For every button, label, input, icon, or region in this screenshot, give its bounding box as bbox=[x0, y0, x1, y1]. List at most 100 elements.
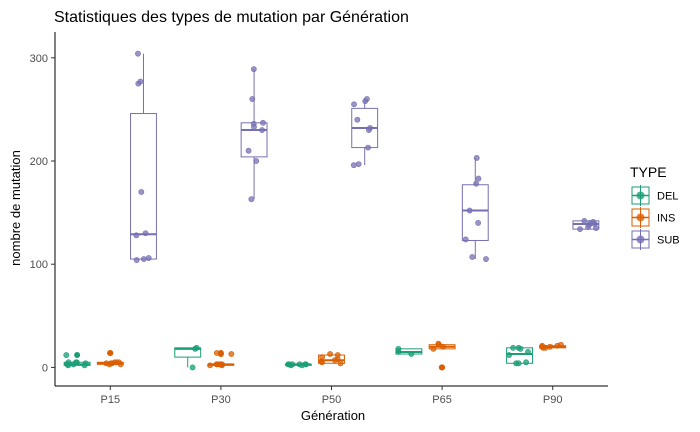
x-tick-label: P65 bbox=[432, 394, 452, 406]
data-point bbox=[483, 256, 489, 262]
data-point bbox=[469, 254, 476, 260]
data-point bbox=[337, 360, 344, 367]
data-point bbox=[355, 161, 362, 168]
data-point bbox=[590, 219, 597, 225]
data-point bbox=[107, 350, 113, 356]
data-point bbox=[207, 362, 213, 369]
series-ins bbox=[96, 340, 567, 371]
data-point bbox=[303, 361, 309, 368]
data-point bbox=[228, 351, 235, 357]
data-point bbox=[249, 96, 256, 102]
legend-key-point bbox=[636, 213, 645, 222]
data-point bbox=[327, 351, 333, 357]
data-point bbox=[462, 236, 469, 243]
data-point bbox=[137, 78, 144, 85]
data-point bbox=[285, 361, 292, 368]
data-point bbox=[250, 66, 257, 73]
data-point bbox=[135, 50, 141, 57]
data-point bbox=[506, 352, 512, 358]
data-point bbox=[351, 101, 357, 108]
series-del bbox=[63, 344, 533, 371]
data-point bbox=[525, 349, 531, 355]
data-point bbox=[111, 359, 118, 366]
data-point bbox=[319, 354, 326, 361]
data-point bbox=[189, 364, 196, 371]
data-point bbox=[438, 364, 445, 371]
data-point bbox=[558, 341, 564, 348]
data-point bbox=[395, 345, 402, 352]
data-point bbox=[245, 147, 252, 154]
y-tick-label: 300 bbox=[30, 53, 48, 65]
legend-entry-del: DEL bbox=[631, 185, 678, 206]
data-point bbox=[213, 350, 220, 356]
data-point bbox=[354, 116, 361, 123]
x-axis-title: Génération bbox=[301, 408, 365, 423]
data-point bbox=[250, 120, 257, 127]
data-point bbox=[430, 345, 437, 352]
data-point bbox=[350, 162, 357, 169]
outlier-point bbox=[217, 349, 224, 356]
x-tick-label: P50 bbox=[322, 394, 342, 406]
legend-label: DEL bbox=[657, 191, 678, 203]
data-point bbox=[214, 361, 221, 368]
data-point bbox=[513, 360, 520, 367]
plot-area bbox=[63, 50, 600, 371]
data-point bbox=[365, 144, 371, 151]
data-point bbox=[260, 119, 266, 126]
data-point bbox=[142, 230, 149, 237]
box bbox=[461, 184, 489, 241]
data-point bbox=[364, 96, 370, 102]
legend: TYPE DEL INS SUB bbox=[630, 164, 680, 250]
data-point bbox=[259, 127, 265, 133]
y-tick-label: 200 bbox=[30, 156, 48, 168]
data-point bbox=[473, 180, 480, 187]
x-tick-label: P90 bbox=[543, 394, 563, 406]
data-point bbox=[334, 352, 341, 358]
data-point bbox=[248, 196, 255, 203]
series-sub bbox=[130, 50, 600, 263]
legend-title: TYPE bbox=[630, 164, 667, 180]
legend-label: INS bbox=[657, 213, 675, 225]
data-point bbox=[475, 220, 482, 226]
data-point bbox=[466, 207, 473, 214]
legend-label: SUB bbox=[657, 235, 680, 247]
data-point bbox=[539, 342, 546, 349]
data-point bbox=[65, 359, 72, 366]
data-point bbox=[367, 125, 373, 131]
data-point bbox=[435, 340, 442, 347]
box bbox=[174, 347, 202, 358]
x-tick-label: P30 bbox=[211, 394, 231, 406]
data-point bbox=[515, 344, 522, 351]
data-point bbox=[133, 232, 140, 239]
data-point bbox=[219, 361, 225, 368]
data-point bbox=[547, 343, 553, 350]
data-point bbox=[523, 359, 530, 366]
data-point bbox=[253, 158, 260, 164]
data-point bbox=[408, 351, 415, 357]
legend-entry-sub: SUB bbox=[631, 229, 680, 250]
legend-key-point bbox=[636, 191, 645, 200]
data-point bbox=[475, 175, 482, 182]
y-tick-label: 0 bbox=[42, 362, 48, 374]
data-point bbox=[145, 255, 152, 261]
chart-title: Statistiques des types de mutation par G… bbox=[54, 9, 409, 26]
data-point bbox=[133, 257, 140, 263]
data-point bbox=[296, 361, 303, 368]
data-point bbox=[473, 155, 480, 161]
legend-key-point bbox=[636, 235, 645, 244]
data-point bbox=[73, 359, 79, 366]
data-point bbox=[138, 189, 145, 195]
data-point bbox=[581, 217, 588, 224]
axes: Génération nombre de mutation 0 100 200 300… bbox=[8, 32, 608, 423]
data-point bbox=[510, 344, 516, 351]
legend-entry-ins: INS bbox=[631, 207, 675, 228]
y-tick-label: 100 bbox=[30, 259, 48, 271]
y-axis-title: nombre de mutation bbox=[8, 150, 23, 266]
data-point bbox=[140, 256, 147, 262]
data-point bbox=[577, 226, 583, 233]
x-tick-label: P15 bbox=[101, 394, 121, 406]
data-point bbox=[63, 352, 70, 358]
data-point bbox=[193, 344, 200, 351]
data-point bbox=[82, 360, 89, 367]
